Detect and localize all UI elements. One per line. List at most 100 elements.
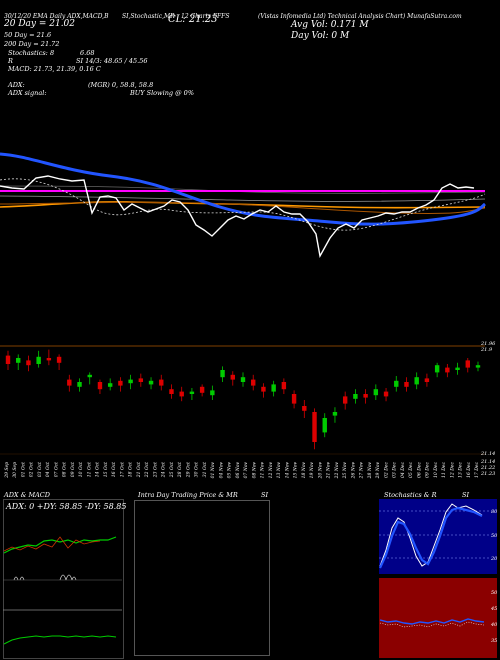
candle-body: [414, 377, 419, 385]
ema-dark-orange-line: [0, 201, 486, 214]
candle-body: [26, 360, 31, 366]
date-tick: 10 Oct: [78, 462, 84, 477]
candle-body: [342, 396, 348, 404]
candle-body: [46, 358, 52, 361]
date-tick: 13 Dec: [458, 462, 464, 478]
date-tick: 07 Oct: [53, 462, 59, 477]
stoch-panel: [379, 499, 497, 574]
candle-body: [455, 367, 460, 370]
date-tick: 21 Nov: [326, 462, 332, 480]
date-tick: 26 Nov: [350, 462, 356, 480]
candle-body: [56, 356, 62, 363]
date-tick: 25 Oct: [169, 462, 175, 478]
date-tick: 06 Nov: [235, 462, 241, 479]
date-tick: 03 Dec: [392, 462, 398, 478]
date-tick: 11 Oct: [86, 462, 92, 477]
date-tick: 22 Oct: [144, 462, 150, 478]
candle-body: [240, 377, 246, 382]
date-tick: 11 Nov: [260, 462, 266, 479]
ema-lines: [0, 152, 487, 259]
date-tick: 22 Nov: [334, 462, 340, 480]
adx-readout: ADX: 0 +DY: 58.85 -DY: 58.85: [6, 502, 127, 511]
candle-body: [107, 383, 113, 387]
date-tick: 03 Oct: [37, 462, 43, 477]
date-tick: 02 Oct: [29, 462, 35, 477]
si-tick-40: 40: [491, 622, 498, 628]
adx-signal-label: ADX signal:: [8, 89, 47, 97]
macd-label: MACD: 21.73, 21.39, 0.16 C: [8, 65, 101, 73]
date-tick: 04 Dec: [400, 462, 406, 478]
header-tab-si: SI,Stochastic,MR: [122, 13, 175, 20]
date-tick: 31 Oct: [202, 462, 208, 477]
candle-body: [434, 365, 440, 373]
candle-body: [363, 394, 368, 398]
buy-signal: BUY Slowing @ 0%: [130, 89, 194, 97]
date-tick: 08 Nov: [251, 462, 257, 479]
date-tick: 08 Oct: [62, 462, 68, 477]
date-tick: 05 Nov: [227, 462, 233, 479]
intraday-si-label: SI: [261, 491, 269, 499]
date-tick: 29 Nov: [375, 462, 381, 480]
candle-body: [230, 374, 235, 380]
candle-body: [261, 386, 266, 392]
candle-body: [220, 370, 225, 378]
candle-body: [159, 379, 164, 386]
date-tick: 24 Oct: [161, 462, 167, 478]
si-tick-35: 35: [491, 638, 498, 644]
ema200-label: 200 Day = 21.72: [4, 40, 60, 48]
adx-panel-title: ADX & MACD: [4, 491, 50, 499]
candle-body: [77, 382, 82, 387]
avg-volume: Avg Vol: 0.171 M: [291, 20, 369, 30]
day-volume: Day Vol: 0 M: [291, 31, 350, 41]
candle-body: [291, 394, 297, 404]
date-tick: 23 Oct: [152, 462, 158, 478]
price-tick-6: 21.23: [481, 471, 496, 477]
candle-body: [5, 355, 11, 364]
date-tick: 12 Nov: [268, 462, 274, 479]
date-tick: 05 Dec: [408, 462, 414, 478]
candle-body: [424, 378, 430, 382]
date-tick: 07 Nov: [243, 462, 249, 479]
ema20-label: 20 Day = 21.02: [4, 19, 76, 29]
si-panel: [379, 578, 497, 658]
candle-body: [302, 406, 307, 411]
price-tick-5: 21.22: [481, 465, 496, 471]
stochastics-label: Stochastics: 8: [8, 49, 55, 57]
date-tick: 01 Oct: [20, 462, 26, 477]
candle-body: [475, 365, 481, 368]
candle-body: [210, 390, 215, 396]
stoch-tick-80: 80: [491, 509, 498, 515]
candle-body: [36, 356, 41, 364]
date-tick: 04 Oct: [45, 462, 51, 477]
date-tick: 02 Dec: [383, 462, 389, 478]
date-tick: 20 Nov: [317, 462, 323, 480]
header-tab-charts: 12 Charts FFFS: [181, 13, 230, 20]
adx-detail: (MGR) 0, 58.8, 58.8: [88, 81, 154, 89]
candle-body: [312, 412, 317, 442]
si-label: SI 14/3: 48.65 / 45.56: [76, 57, 148, 65]
date-tick: 29 Oct: [185, 462, 191, 478]
date-tick: 27 Nov: [359, 462, 365, 480]
candle-body: [353, 394, 358, 399]
candle-body: [67, 379, 72, 386]
candle-body: [271, 384, 276, 392]
candle-body: [383, 391, 389, 397]
date-tick: 04 Nov: [218, 462, 224, 479]
candle-body: [373, 389, 379, 396]
candle-body: [118, 380, 123, 386]
intraday-panel: [134, 500, 270, 656]
date-tick: 10 Dec: [433, 462, 439, 478]
date-tick: 18 Nov: [301, 462, 307, 479]
company-title: (Vistas Infomedia Ltd) Technical Analysi…: [258, 13, 462, 20]
date-tick: 30 Sep: [12, 462, 18, 478]
candle-body: [138, 378, 144, 382]
date-tick: 17 Oct: [119, 462, 125, 477]
date-tick: 06 Dec: [416, 462, 422, 478]
date-tick: 29 Sep: [4, 462, 10, 479]
date-tick: 16 Oct: [111, 462, 117, 477]
stoch-si-label: SI: [462, 491, 470, 499]
candle-body: [251, 379, 256, 386]
close-price: CL: 21.23: [168, 14, 218, 25]
price-tick-2: 21.9: [481, 347, 493, 353]
